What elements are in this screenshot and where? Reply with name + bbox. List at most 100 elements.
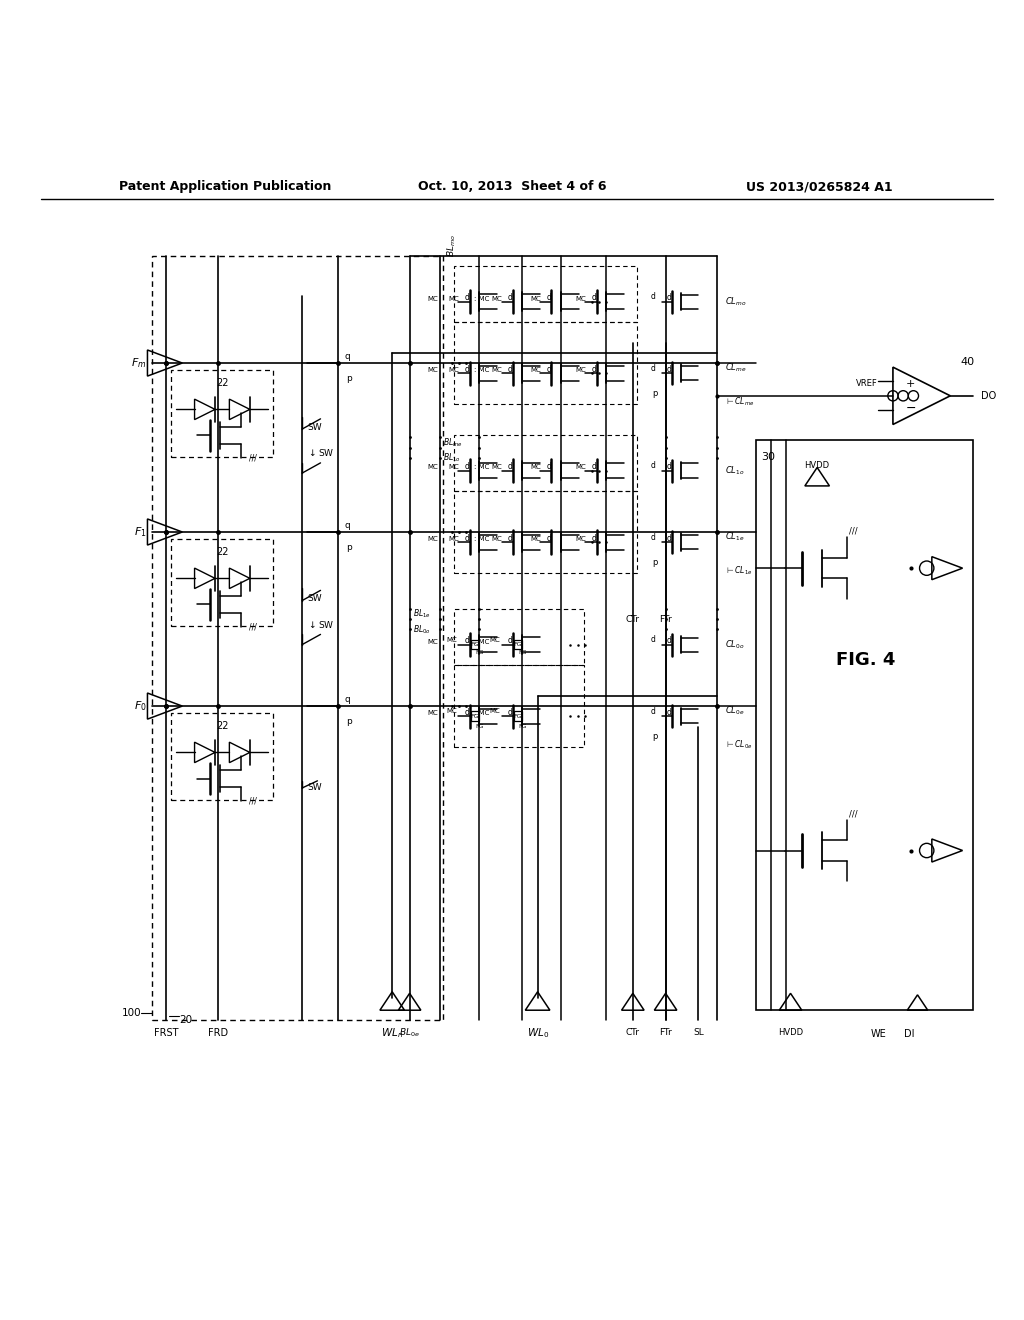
Text: DO: DO bbox=[981, 391, 996, 401]
Text: 40: 40 bbox=[961, 356, 975, 367]
Text: $\downarrow$SW: $\downarrow$SW bbox=[307, 447, 335, 458]
Text: : MC: : MC bbox=[474, 465, 489, 470]
Text: : MC: : MC bbox=[474, 367, 489, 374]
Text: 22: 22 bbox=[216, 722, 228, 731]
Text: d: d bbox=[650, 363, 655, 372]
Text: FG: FG bbox=[514, 714, 522, 719]
Text: d: d bbox=[650, 292, 655, 301]
Bar bbox=[514, 640, 521, 649]
Bar bbox=[454, 322, 637, 404]
Text: $CL_{me}$: $CL_{me}$ bbox=[725, 362, 746, 375]
Text: $WL_n$: $WL_n$ bbox=[381, 1026, 403, 1040]
Text: VREF: VREF bbox=[856, 379, 878, 388]
Text: CTr: CTr bbox=[626, 1028, 640, 1038]
Text: MC: MC bbox=[530, 465, 541, 470]
Text: d: d bbox=[591, 364, 596, 374]
Text: Oct. 10, 2013  Sheet 4 of 6: Oct. 10, 2013 Sheet 4 of 6 bbox=[418, 181, 606, 194]
Text: SW: SW bbox=[307, 784, 322, 792]
Text: FIG. 4: FIG. 4 bbox=[836, 651, 895, 669]
Text: FG: FG bbox=[471, 714, 479, 719]
Text: MC: MC bbox=[449, 296, 459, 301]
Text: DI: DI bbox=[904, 1028, 914, 1039]
Text: d: d bbox=[546, 293, 551, 302]
Text: MC: MC bbox=[489, 636, 500, 643]
Text: d: d bbox=[464, 533, 469, 543]
Bar bbox=[454, 609, 584, 665]
Text: HVDD: HVDD bbox=[805, 461, 829, 470]
Text: d: d bbox=[464, 708, 469, 717]
Text: MC: MC bbox=[449, 536, 459, 543]
Text: $\downarrow$SW: $\downarrow$SW bbox=[307, 619, 335, 630]
Text: $\vdash CL_{0e}$: $\vdash CL_{0e}$ bbox=[725, 739, 753, 751]
Text: p: p bbox=[346, 717, 352, 726]
Text: MC: MC bbox=[446, 709, 457, 714]
Text: q: q bbox=[344, 521, 350, 531]
Text: MC: MC bbox=[428, 367, 438, 374]
Text: CTr: CTr bbox=[626, 615, 640, 623]
Text: 20: 20 bbox=[179, 1015, 193, 1026]
Text: $F_0$: $F_0$ bbox=[134, 700, 146, 713]
Bar bbox=[454, 434, 637, 491]
Text: d: d bbox=[650, 635, 655, 644]
Text: +: + bbox=[905, 379, 914, 389]
Text: 22: 22 bbox=[216, 379, 228, 388]
Text: d: d bbox=[667, 636, 672, 645]
Text: FG: FG bbox=[475, 651, 483, 655]
Text: d: d bbox=[591, 293, 596, 302]
Bar bbox=[756, 440, 973, 1010]
Text: FG: FG bbox=[518, 725, 526, 729]
Text: d: d bbox=[667, 293, 672, 302]
Text: p: p bbox=[652, 389, 658, 399]
Text: MC: MC bbox=[428, 465, 438, 470]
Text: 22: 22 bbox=[216, 548, 228, 557]
Text: MC: MC bbox=[449, 367, 459, 374]
Text: $F_m$: $F_m$ bbox=[131, 356, 146, 370]
Bar bbox=[454, 665, 584, 747]
Text: $CL_{0o}$: $CL_{0o}$ bbox=[725, 639, 744, 651]
Text: MC: MC bbox=[428, 710, 438, 717]
Text: FRD: FRD bbox=[208, 1028, 228, 1038]
Text: $CL_{1o}$: $CL_{1o}$ bbox=[725, 465, 744, 477]
Bar bbox=[514, 711, 521, 721]
Text: MC: MC bbox=[492, 465, 502, 470]
Text: d: d bbox=[507, 533, 512, 543]
Text: ///: /// bbox=[249, 454, 257, 462]
Text: MC: MC bbox=[492, 536, 502, 543]
Text: : MC: : MC bbox=[474, 710, 489, 717]
Text: d: d bbox=[546, 462, 551, 471]
Text: FRST: FRST bbox=[154, 1028, 178, 1038]
Text: d: d bbox=[667, 533, 672, 543]
Text: FG: FG bbox=[475, 725, 483, 729]
Text: d: d bbox=[650, 706, 655, 715]
Text: $F_1$: $F_1$ bbox=[134, 525, 146, 539]
Text: d: d bbox=[507, 293, 512, 302]
Text: d: d bbox=[650, 461, 655, 470]
Text: $\vdash CL_{me}$: $\vdash CL_{me}$ bbox=[725, 396, 755, 408]
Text: d: d bbox=[667, 364, 672, 374]
Text: MC: MC bbox=[530, 367, 541, 374]
Text: MC: MC bbox=[575, 296, 586, 301]
Bar bbox=[454, 491, 637, 573]
Text: WE: WE bbox=[870, 1028, 887, 1039]
Text: MC: MC bbox=[575, 536, 586, 543]
Text: FG: FG bbox=[471, 642, 479, 647]
Text: d: d bbox=[507, 462, 512, 471]
Text: MC: MC bbox=[575, 367, 586, 374]
Text: MC: MC bbox=[446, 636, 457, 643]
Text: p: p bbox=[346, 374, 352, 383]
Text: MC: MC bbox=[575, 465, 586, 470]
Text: $BL_{me}$: $BL_{me}$ bbox=[443, 436, 463, 449]
Text: $BL_{1o}$: $BL_{1o}$ bbox=[443, 451, 462, 465]
Text: MC: MC bbox=[489, 709, 500, 714]
Text: d: d bbox=[507, 708, 512, 717]
Text: MC: MC bbox=[428, 639, 438, 644]
Text: SW: SW bbox=[307, 422, 322, 432]
Text: d: d bbox=[464, 462, 469, 471]
Text: 100: 100 bbox=[122, 1008, 141, 1018]
Text: FG: FG bbox=[514, 642, 522, 647]
Text: : MC: : MC bbox=[474, 536, 489, 543]
Text: $BL_{mo}$: $BL_{mo}$ bbox=[445, 234, 458, 257]
Text: ///: /// bbox=[249, 623, 257, 631]
Text: q: q bbox=[344, 696, 350, 705]
Text: MC: MC bbox=[492, 296, 502, 301]
